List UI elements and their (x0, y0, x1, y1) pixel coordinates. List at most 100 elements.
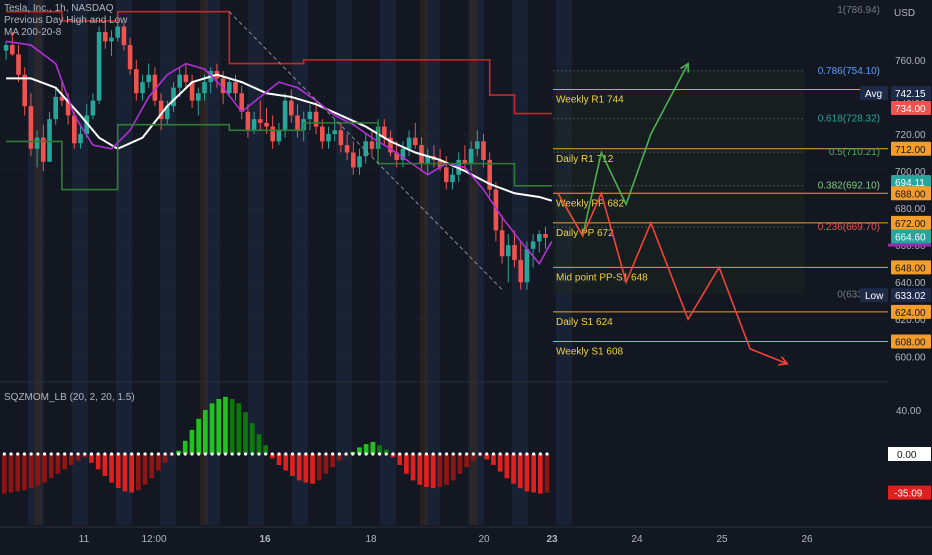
momentum-bar (229, 399, 235, 454)
squeeze-dot (498, 452, 502, 456)
momentum-bar (15, 454, 21, 492)
momentum-bar (290, 454, 295, 476)
momentum-bar (55, 454, 61, 474)
session-stripe (556, 0, 572, 525)
squeeze-dot (371, 452, 375, 456)
momentum-bar (89, 454, 94, 463)
squeeze-dot (264, 452, 268, 456)
candle-body (493, 189, 499, 231)
squeeze-dot (364, 452, 368, 456)
indicator-pdhl-label[interactable]: Previous Day High and Low (4, 15, 128, 26)
candle-body (518, 259, 523, 283)
candle-body (3, 45, 9, 51)
time-axis: 11 12:00 16 18 20 23 24 25 26 (0, 526, 932, 550)
time-axis-tick: 26 (801, 534, 813, 545)
squeeze-dot (485, 452, 489, 456)
momentum-bar (504, 454, 510, 479)
momentum-bar (42, 454, 47, 483)
price-axis-tick: 640.00 (895, 278, 926, 289)
squeeze-dot (444, 452, 449, 456)
momentum-bar (544, 454, 550, 493)
momentum-bar (370, 441, 376, 454)
squeeze-dot (391, 452, 395, 456)
candle-body (344, 145, 350, 153)
squeeze-dot (451, 452, 455, 456)
momentum-bar (363, 444, 369, 454)
squeeze-dot (351, 452, 355, 456)
candles (3, 19, 548, 290)
price-tag-value: 624.00 (895, 308, 926, 319)
candle-body (543, 234, 548, 238)
price-axis-tick: 600.00 (895, 352, 926, 363)
candle-body (537, 234, 542, 242)
candle-body (530, 241, 536, 249)
squeeze-dot (243, 452, 248, 456)
momentum-bar (397, 454, 402, 465)
candle-body (183, 74, 189, 83)
candle-body (34, 137, 40, 149)
session-stripe-warm (470, 0, 478, 525)
momentum-bar (497, 454, 503, 472)
projection-down-path-arrowhead (778, 356, 789, 366)
symbol-title[interactable]: Tesla, Inc., 1h, NASDAQ (4, 3, 114, 14)
momentum-bar (256, 434, 262, 454)
squeeze-dot (237, 452, 241, 456)
squeeze-dot (290, 452, 295, 456)
price-axis-tick: 720.00 (895, 130, 926, 141)
squeeze-dot (56, 452, 60, 456)
price-tag-value: 672.00 (895, 219, 926, 230)
candle-body (406, 137, 412, 149)
momentum-bar (249, 423, 255, 454)
momentum-bar (182, 440, 188, 454)
price-tag (891, 174, 931, 189)
price-tag-value: 633.02 (895, 291, 926, 302)
momentum-bar (236, 403, 242, 454)
squeeze-dot (431, 452, 435, 456)
candle-body (239, 93, 244, 112)
session-stripe-warm (200, 0, 208, 525)
squeeze-dot (150, 452, 154, 456)
momentum-bar (417, 454, 423, 485)
candle-body (90, 100, 96, 116)
candle-body (202, 82, 207, 94)
candle-body (382, 126, 387, 138)
momentum-bar (357, 447, 362, 454)
candle-body (276, 130, 282, 142)
price-tag-value: 742.15 (895, 89, 926, 100)
candle-body (338, 130, 344, 146)
oscillator-label[interactable]: SQZMOM_LB (20, 2, 20, 1.5) (4, 392, 135, 403)
price-tag (891, 334, 931, 349)
momentum-bar (122, 454, 128, 492)
squeeze-dot (458, 452, 462, 456)
momentum-bar (95, 454, 101, 470)
squeeze-dot (203, 452, 207, 456)
momentum-bar (109, 454, 114, 483)
pivot-level-label: Daily S1 624 (556, 317, 613, 328)
momentum-bar (437, 454, 443, 487)
candle-body (127, 45, 133, 70)
momentum-bar (216, 399, 222, 454)
pivot-level-label: Weekly R1 744 (556, 95, 624, 106)
momentum-bar (450, 454, 456, 481)
momentum-bar (283, 454, 289, 471)
price-tag-value: 712.00 (895, 145, 926, 156)
momentum-bar (424, 454, 429, 487)
price-tag-caption: Avg (865, 89, 882, 100)
squeeze-dot (69, 452, 73, 456)
candle-body (357, 156, 362, 168)
momentum-bar (156, 454, 161, 471)
indicator-ma-label[interactable]: MA 200-20-8 (4, 27, 62, 38)
price-tag-caption: Low (865, 291, 884, 302)
momentum-bar (517, 454, 523, 489)
momentum-bar (538, 454, 543, 494)
trend-line (228, 11, 503, 290)
momentum-bar (35, 454, 41, 486)
momentum-bar (75, 454, 81, 461)
momentum-bar (129, 454, 134, 493)
price-axis-tick: 680.00 (895, 204, 926, 215)
squeeze-dot (183, 452, 187, 456)
candle-body (47, 119, 52, 162)
momentum-bar (390, 454, 396, 458)
pivot-level-label: Daily R1 712 (556, 154, 614, 165)
